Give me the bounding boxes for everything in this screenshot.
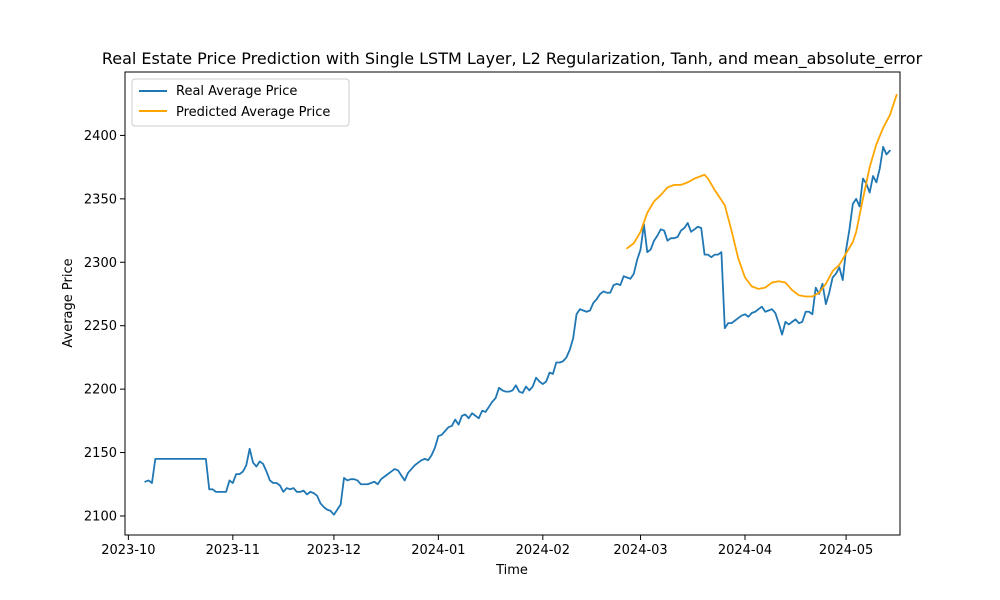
y-tick-label: 2350 bbox=[84, 192, 117, 207]
legend-box bbox=[131, 78, 350, 127]
y-tick-label: 2300 bbox=[84, 256, 117, 271]
y-tick-label: 2200 bbox=[84, 383, 117, 398]
x-tick-label: 2024-05 bbox=[819, 543, 873, 558]
x-tick-label: 2023-11 bbox=[206, 543, 260, 558]
x-axis: 2023-10 2023-11 2023-12 2024-01 2024-02 2024-… bbox=[101, 535, 873, 558]
legend-label-real: Real Average Price bbox=[176, 84, 297, 99]
chart-title: Real Estate Price Prediction with Single… bbox=[102, 49, 923, 69]
series-line-real bbox=[144, 145, 891, 516]
y-axis: 2100 2150 2200 2250 2300 2350 2400 bbox=[84, 129, 125, 524]
y-tick-label: 2150 bbox=[84, 446, 117, 461]
legend-label-predicted: Predicted Average Price bbox=[176, 105, 330, 120]
x-axis-label: Time bbox=[495, 563, 528, 578]
y-tick-label: 2250 bbox=[84, 319, 117, 334]
legend: Real Average Price Predicted Average Pri… bbox=[131, 78, 350, 127]
x-tick-label: 2024-01 bbox=[411, 543, 465, 558]
x-tick-label: 2024-04 bbox=[718, 543, 772, 558]
x-tick-label: 2024-02 bbox=[516, 543, 570, 558]
plot-frame bbox=[124, 71, 901, 536]
y-tick-label: 2100 bbox=[84, 509, 117, 524]
x-tick-label: 2023-10 bbox=[101, 543, 155, 558]
series-line-predicted bbox=[626, 93, 898, 298]
y-axis-label: Average Price bbox=[61, 258, 76, 347]
x-tick-label: 2023-12 bbox=[307, 543, 361, 558]
y-tick-label: 2400 bbox=[84, 129, 117, 144]
plot-area bbox=[144, 93, 898, 516]
x-tick-label: 2024-03 bbox=[613, 543, 667, 558]
